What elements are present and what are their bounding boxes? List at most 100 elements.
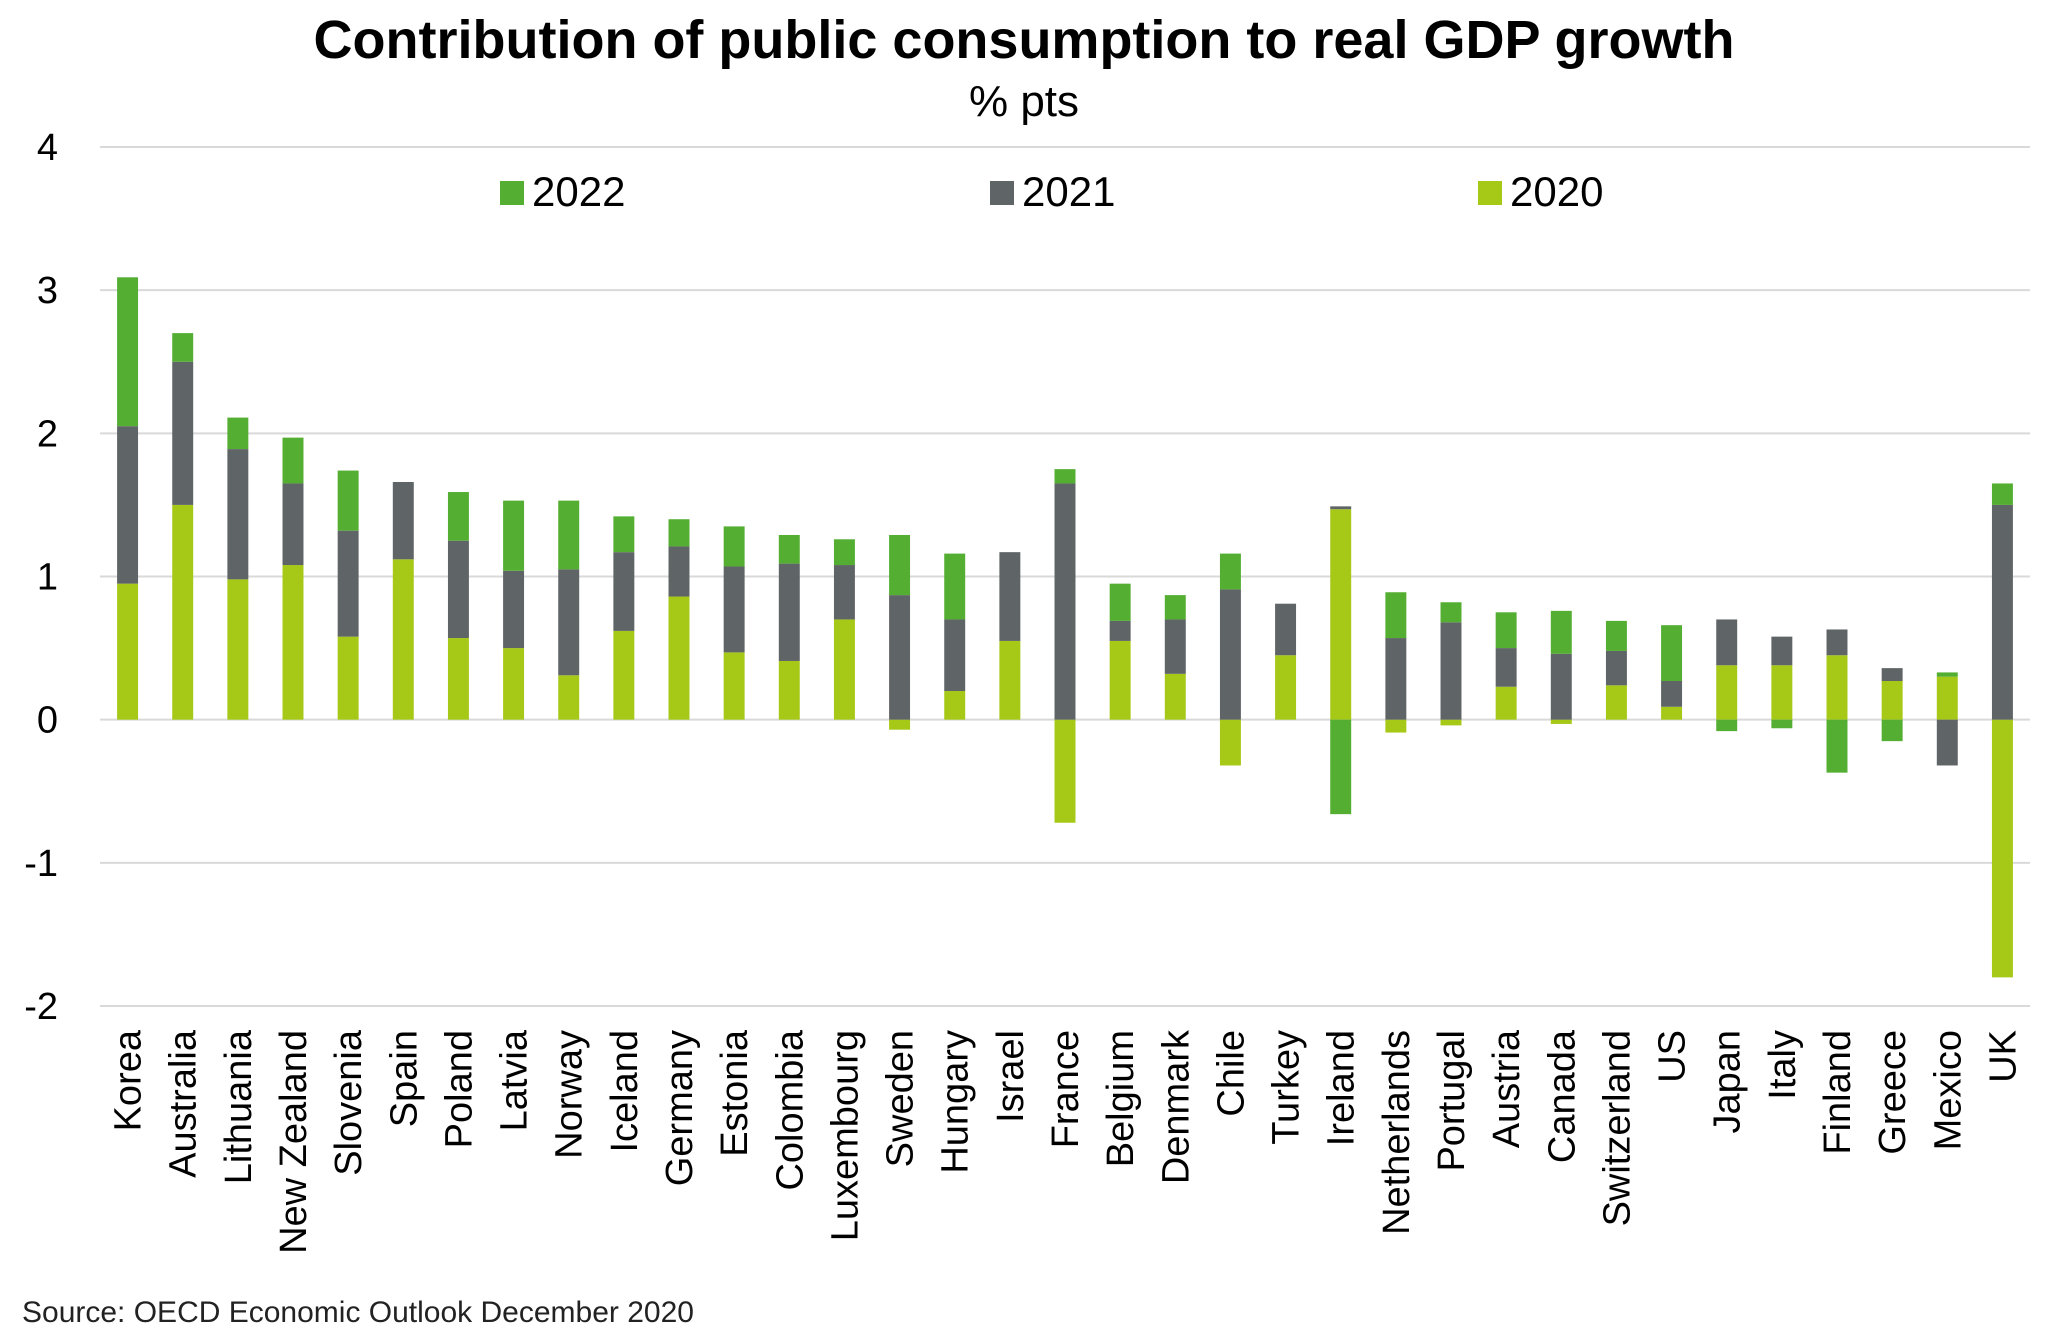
bar-2020-netherlands — [1385, 719, 1407, 733]
bar-2020-lithuania — [227, 579, 249, 720]
x-tick-label: Luxembourg — [824, 1030, 866, 1241]
bar-2021-australia — [172, 361, 194, 505]
source-note: Source: OECD Economic Outlook December 2… — [22, 1296, 694, 1329]
bar-2022-poland — [447, 492, 469, 541]
bar-2021-canada — [1550, 653, 1572, 720]
bar-2021-turkey — [1275, 603, 1297, 656]
bar-2022-france — [1054, 469, 1076, 484]
legend-label-2021: 2021 — [1022, 168, 1115, 215]
bar-2021-belgium — [1109, 620, 1131, 641]
bar-2022-greece — [1881, 719, 1903, 742]
x-tick-label: Mexico — [1927, 1030, 1969, 1150]
bar-2022-italy — [1771, 719, 1793, 729]
bar-2021-lithuania — [227, 449, 249, 580]
bar-2020-uk — [1991, 719, 2013, 978]
bar-2021-poland — [447, 540, 469, 639]
x-tick-label: Netherlands — [1376, 1030, 1418, 1235]
y-tick-label: -1 — [24, 843, 58, 885]
bar-2020-new-zealand — [282, 565, 304, 720]
x-tick-label: Germany — [659, 1030, 701, 1186]
bar-2022-sweden — [889, 534, 911, 596]
bar-2021-colombia — [778, 563, 800, 661]
bar-2020-denmark — [1164, 673, 1186, 720]
bar-2022-slovenia — [337, 470, 359, 531]
bar-2020-greece — [1881, 681, 1903, 720]
bar-2021-germany — [668, 546, 690, 597]
bar-2022-ireland — [1330, 719, 1352, 815]
bar-2021-spain — [392, 482, 414, 560]
bar-2022-korea — [117, 277, 139, 427]
bar-2022-new-zealand — [282, 437, 304, 484]
bar-2021-switzerland — [1605, 650, 1627, 686]
bar-2022-netherlands — [1385, 592, 1407, 639]
bar-2022-latvia — [503, 500, 525, 571]
y-axis-ticks: -2 -1 0 1 2 3 4 — [24, 127, 58, 1028]
x-tick-label: Greece — [1872, 1030, 1914, 1155]
bar-2022-canada — [1550, 610, 1572, 654]
x-tick-label: Hungary — [935, 1030, 977, 1174]
bar-2020-latvia — [503, 648, 525, 720]
x-tick-label: Turkey — [1266, 1030, 1308, 1145]
bar-2020-iceland — [613, 630, 635, 720]
bar-2022-portugal — [1440, 602, 1462, 623]
y-tick-label: -2 — [24, 986, 58, 1028]
x-tick-label: New Zealand — [273, 1030, 315, 1254]
bar-2022-belgium — [1109, 583, 1131, 621]
chart-subtitle: % pts — [969, 77, 1079, 126]
legend-swatch-2021 — [990, 181, 1014, 205]
x-tick-label: Denmark — [1155, 1029, 1197, 1184]
bar-2021-norway — [558, 569, 580, 676]
bar-2021-luxembourg — [833, 565, 855, 620]
bar-2022-hungary — [944, 553, 966, 620]
x-tick-label: Latvia — [494, 1029, 536, 1131]
bar-2020-israel — [999, 640, 1021, 720]
x-tick-label: Sweden — [880, 1030, 922, 1167]
x-tick-label: Chile — [1210, 1030, 1252, 1117]
x-tick-label: Norway — [549, 1030, 591, 1159]
x-tick-label: Belgium — [1100, 1030, 1142, 1167]
x-tick-label: Iceland — [604, 1030, 646, 1153]
bar-2022-chile — [1219, 553, 1241, 590]
bar-2020-germany — [668, 596, 690, 720]
x-tick-label: France — [1045, 1030, 1087, 1148]
bar-2021-netherlands — [1385, 638, 1407, 720]
x-tick-label: Japan — [1707, 1030, 1749, 1134]
bar-2021-france — [1054, 483, 1076, 720]
bar-2021-iceland — [613, 552, 635, 631]
bar-2022-estonia — [723, 526, 745, 567]
chart-title: Contribution of public consumption to re… — [314, 10, 1735, 70]
bar-2021-mexico — [1936, 719, 1958, 766]
x-tick-label: Colombia — [769, 1029, 811, 1190]
bar-2022-us — [1661, 625, 1683, 682]
bar-2020-estonia — [723, 652, 745, 720]
bar-2020-ireland — [1330, 509, 1352, 720]
bar-2021-finland — [1826, 629, 1848, 656]
bar-2020-france — [1054, 719, 1076, 823]
x-tick-label: Austria — [1486, 1029, 1528, 1148]
bar-2021-ireland — [1330, 506, 1352, 510]
bar-2020-belgium — [1109, 640, 1131, 720]
bar-2020-chile — [1219, 719, 1241, 766]
x-tick-label: Ireland — [1321, 1030, 1363, 1146]
y-tick-label: 2 — [37, 413, 58, 455]
x-tick-label: Korea — [108, 1029, 150, 1131]
x-tick-label: Estonia — [714, 1029, 756, 1157]
bar-2022-colombia — [778, 534, 800, 564]
y-tick-label: 0 — [37, 700, 58, 742]
bar-2021-austria — [1495, 648, 1517, 687]
bar-2020-portugal — [1440, 719, 1462, 726]
bar-2021-hungary — [944, 619, 966, 692]
x-tick-label: Finland — [1817, 1030, 1859, 1155]
bar-2020-hungary — [944, 691, 966, 720]
x-tick-label: Italy — [1762, 1030, 1804, 1100]
bar-2020-colombia — [778, 660, 800, 720]
bar-2022-uk — [1991, 483, 2013, 505]
x-tick-label: Israel — [990, 1030, 1032, 1123]
bar-2022-lithuania — [227, 417, 249, 450]
bar-2022-australia — [172, 333, 194, 362]
x-tick-label: Slovenia — [328, 1029, 370, 1176]
bar-2022-denmark — [1164, 595, 1186, 620]
legend-swatch-2022 — [500, 181, 524, 205]
x-tick-label: Poland — [438, 1030, 480, 1148]
